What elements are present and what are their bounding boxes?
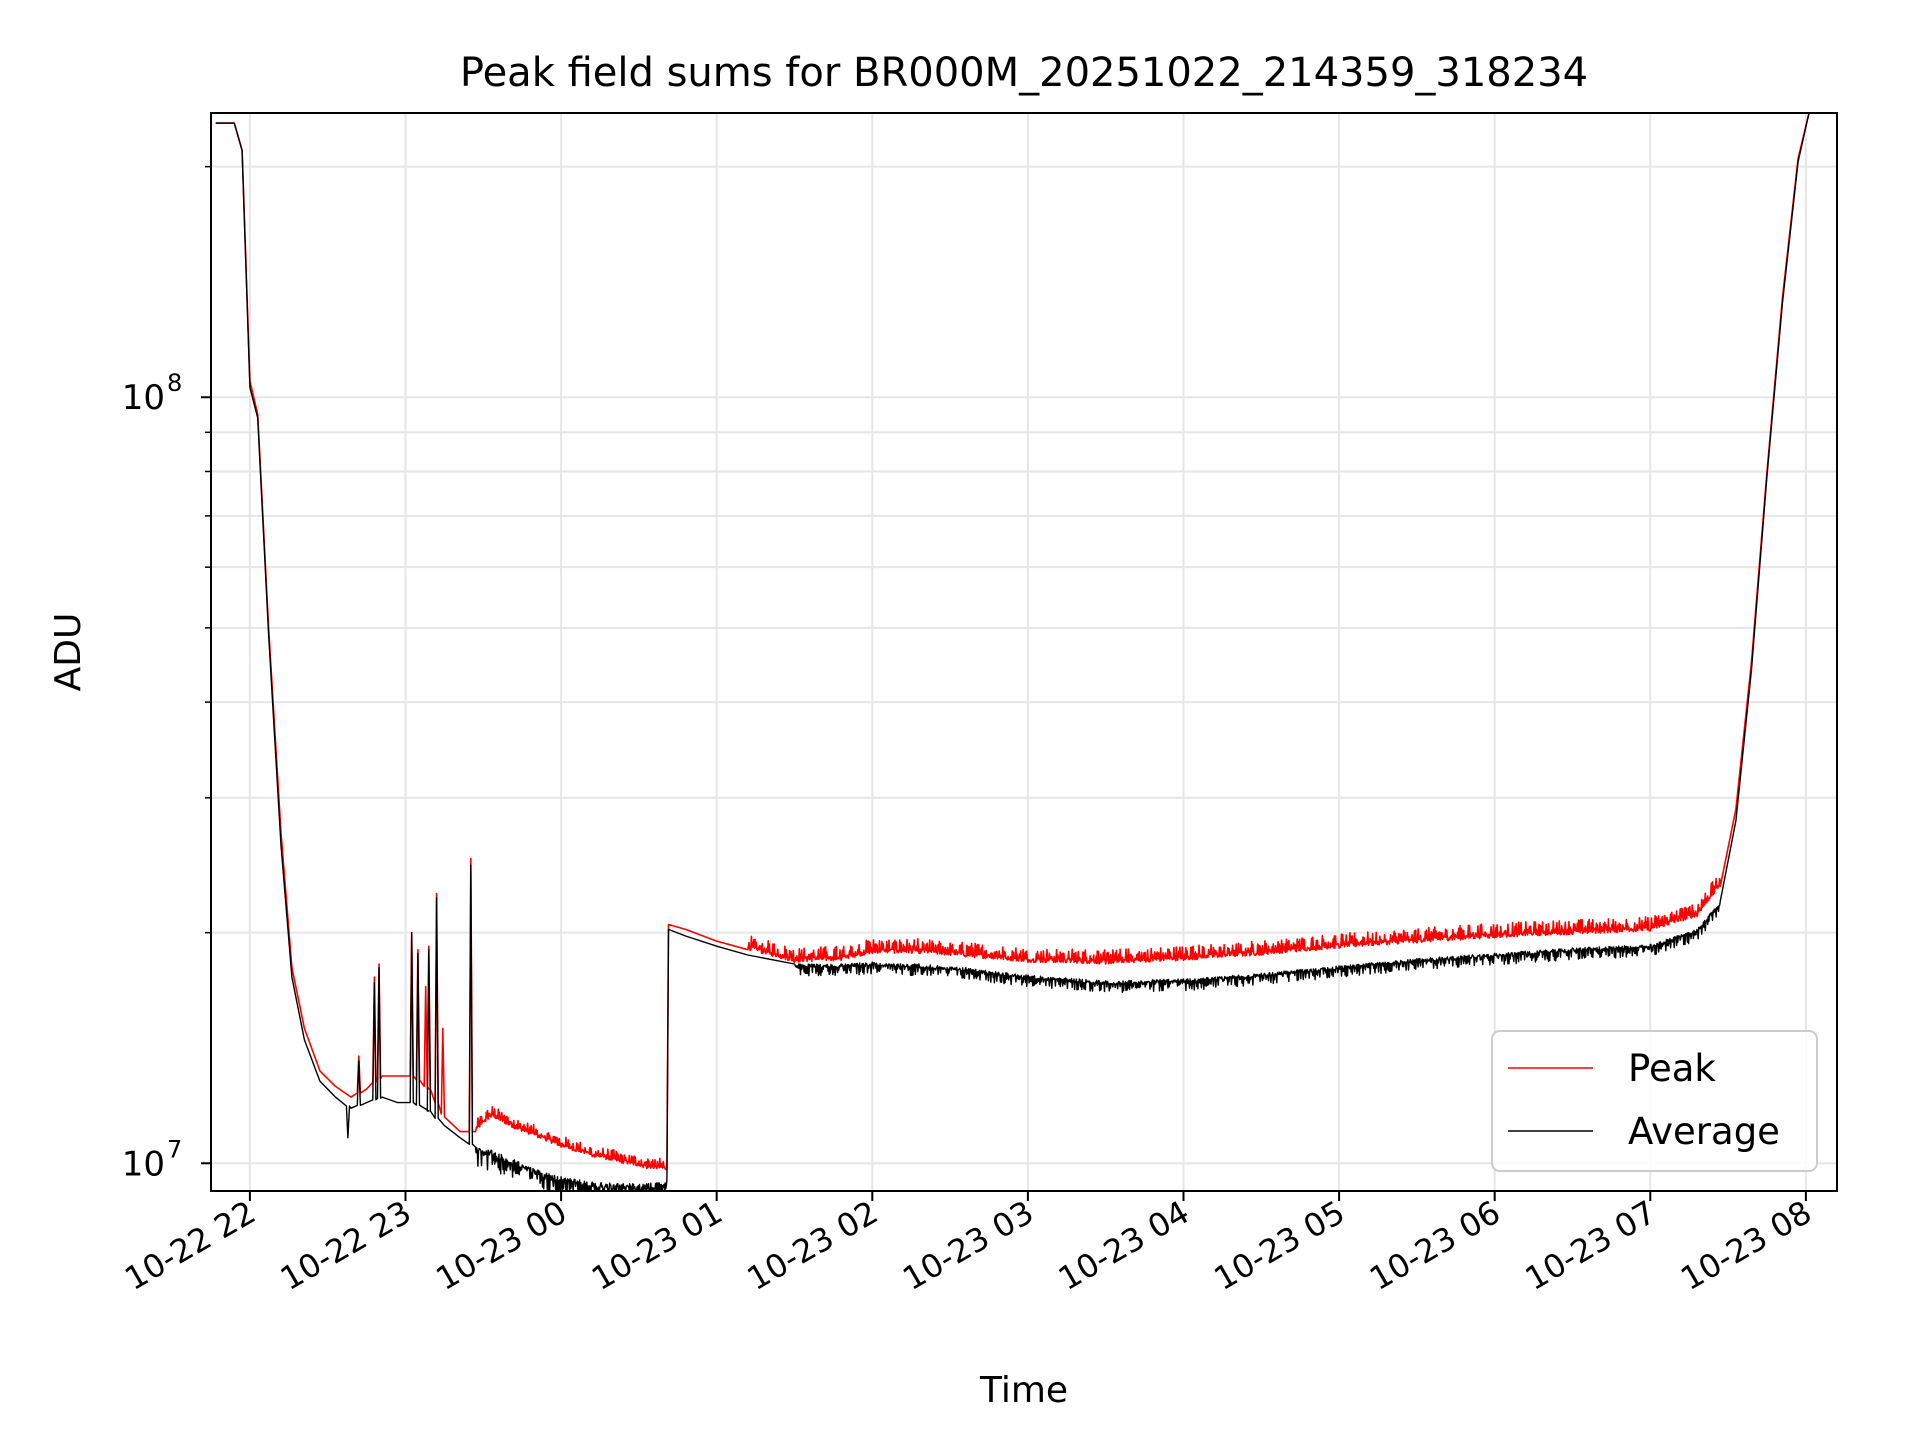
legend: Peak Average [1491,1030,1818,1172]
plot-frame [210,112,1838,1192]
y-tick-exponent: 8 [167,369,182,397]
series-line-peak [215,113,1810,1171]
y-axis-label: ADU [48,613,89,692]
x-axis-label: Time [979,1370,1068,1411]
legend-average-label: Average [1628,1110,1780,1153]
legend-box [1491,1030,1818,1172]
y-tick-label: 10 [122,1144,165,1184]
series-line-average [215,113,1810,1191]
legend-peak-label: Peak [1628,1047,1716,1090]
grid [211,113,1837,1191]
chart-title: Peak field sums for BR000M_20251022_2143… [460,50,1588,96]
y-tick-label: 10 [122,378,165,418]
plot-lines [215,113,1810,1191]
y-tick-exponent: 7 [167,1135,182,1163]
